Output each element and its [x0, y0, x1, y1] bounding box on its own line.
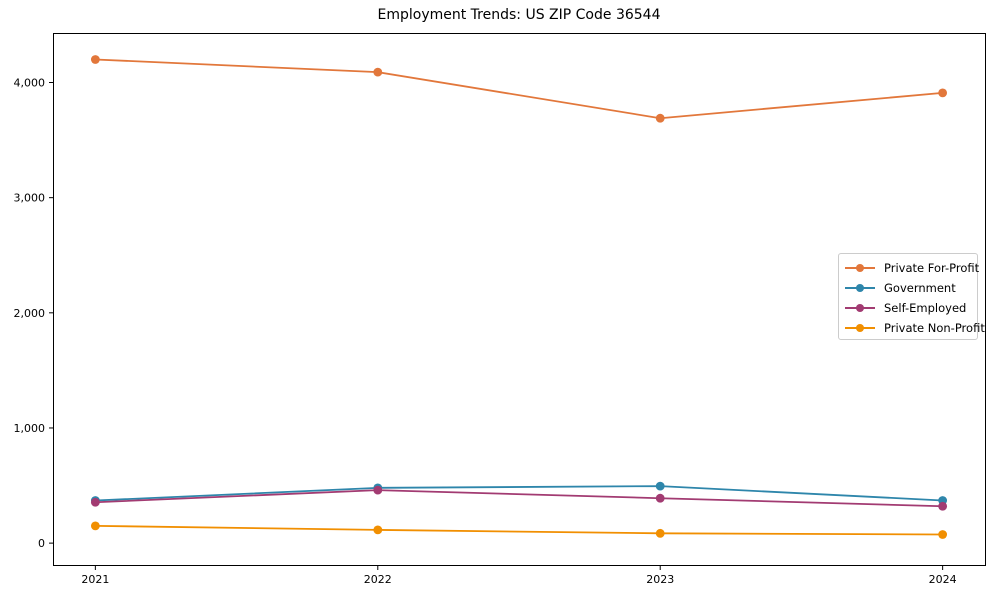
- data-point-self-employed-2021: [90, 497, 100, 507]
- line-marker-swatch-icon: [845, 263, 875, 273]
- legend-item-private-non-profit: Private Non-Profit: [845, 318, 985, 338]
- series-line-private-non-profit: [95, 524, 943, 536]
- data-point-private-for-profit-2021: [90, 55, 100, 64]
- data-point-self-employed-2022: [373, 485, 383, 495]
- axes-spines: [53, 33, 986, 566]
- y-axis-tick-label: 2,000: [14, 307, 46, 320]
- x-axis-tick-label: 2023: [646, 573, 674, 586]
- y-axis-tick-label: 0: [38, 537, 45, 550]
- series-line-government: [95, 485, 943, 502]
- legend-label: Private Non-Profit: [884, 321, 985, 335]
- data-point-private-for-profit-2023: [655, 113, 665, 123]
- data-point-private-non-profit-2023: [655, 528, 665, 538]
- legend-label: Self-Employed: [884, 301, 967, 315]
- line-marker-swatch-icon: [845, 323, 875, 333]
- x-axis-tick-label: 2021: [81, 573, 109, 586]
- y-axis-tick-label: 1,000: [14, 422, 46, 435]
- legend-label: Private For-Profit: [884, 261, 980, 275]
- y-axis-tick-label: 3,000: [14, 192, 46, 205]
- legend-item-private-for-profit: Private For-Profit: [845, 258, 980, 278]
- data-point-private-for-profit-2022: [373, 67, 383, 77]
- data-point-private-for-profit-2024: [938, 88, 948, 98]
- chart-title: Employment Trends: US ZIP Code 36544: [377, 7, 661, 23]
- line-marker-swatch-icon: [845, 283, 875, 293]
- x-axis-tick-label: 2024: [929, 573, 957, 586]
- data-point-government-2023: [655, 481, 665, 491]
- data-point-self-employed-2024: [938, 501, 948, 511]
- legend-item-self-employed: Self-Employed: [845, 298, 977, 318]
- legend-label: Government: [884, 281, 956, 295]
- data-point-self-employed-2023: [655, 493, 665, 503]
- legend-item-government: Government: [845, 278, 977, 298]
- chart-legend: Private For-Profit Government Self-Emplo…: [838, 253, 985, 340]
- series-line-self-employed: [95, 489, 943, 508]
- y-axis-tick-label: 4,000: [14, 77, 46, 90]
- series-line-private-for-profit: [95, 58, 943, 120]
- line-marker-swatch-icon: [845, 303, 875, 313]
- data-point-private-non-profit-2021: [90, 521, 100, 531]
- data-point-private-non-profit-2024: [938, 530, 948, 539]
- data-point-private-non-profit-2022: [373, 525, 383, 535]
- x-axis-tick-label: 2022: [364, 573, 392, 586]
